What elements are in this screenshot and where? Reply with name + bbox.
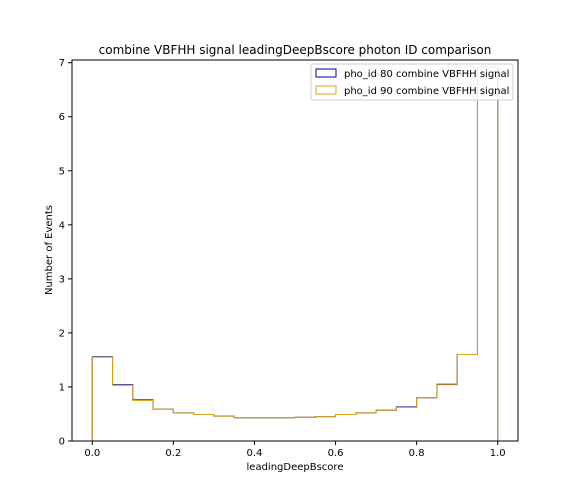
series-layer [91, 66, 499, 441]
y-tick-label: 3 [59, 274, 65, 285]
y-axis-label: Number of Events [44, 205, 55, 295]
y-tick-label: 5 [59, 166, 65, 177]
y-tick-label: 2 [59, 328, 65, 339]
x-tick-label: 0.8 [409, 448, 425, 459]
y-tick-label: 0 [59, 437, 65, 448]
y-tick-label: 6 [59, 112, 65, 123]
x-tick-label: 0.2 [165, 448, 181, 459]
y-axis-ticks: 0 1 2 3 4 5 6 7 [59, 58, 72, 448]
x-axis-label: leadingDeepBscore [247, 462, 344, 473]
legend: pho_id 80 combine VBFHH signal pho_id 90… [310, 63, 514, 101]
legend-label-pho-id-90: pho_id 90 combine VBFHH signal [344, 86, 509, 97]
y-tick-label: 7 [59, 58, 65, 69]
x-axis-ticks: 0.0 0.2 0.4 0.6 0.8 1.0 [84, 441, 506, 459]
chart-title: combine VBFHH signal leadingDeepBscore p… [99, 43, 492, 57]
y-tick-label: 4 [59, 220, 65, 231]
y-tick-label: 1 [59, 382, 65, 393]
plot-frame [71, 59, 519, 442]
x-tick-label: 0.6 [328, 448, 344, 459]
legend-label-pho-id-80: pho_id 80 combine VBFHH signal [344, 69, 509, 80]
legend-swatch-pho-id-90 [315, 85, 337, 95]
legend-swatch-pho-id-80 [315, 68, 337, 78]
x-tick-label: 1.0 [490, 448, 506, 459]
legend-box [310, 63, 514, 101]
series-step-pho-id-90 [91, 66, 499, 441]
x-tick-label: 0.0 [84, 448, 100, 459]
x-tick-label: 0.4 [247, 448, 263, 459]
